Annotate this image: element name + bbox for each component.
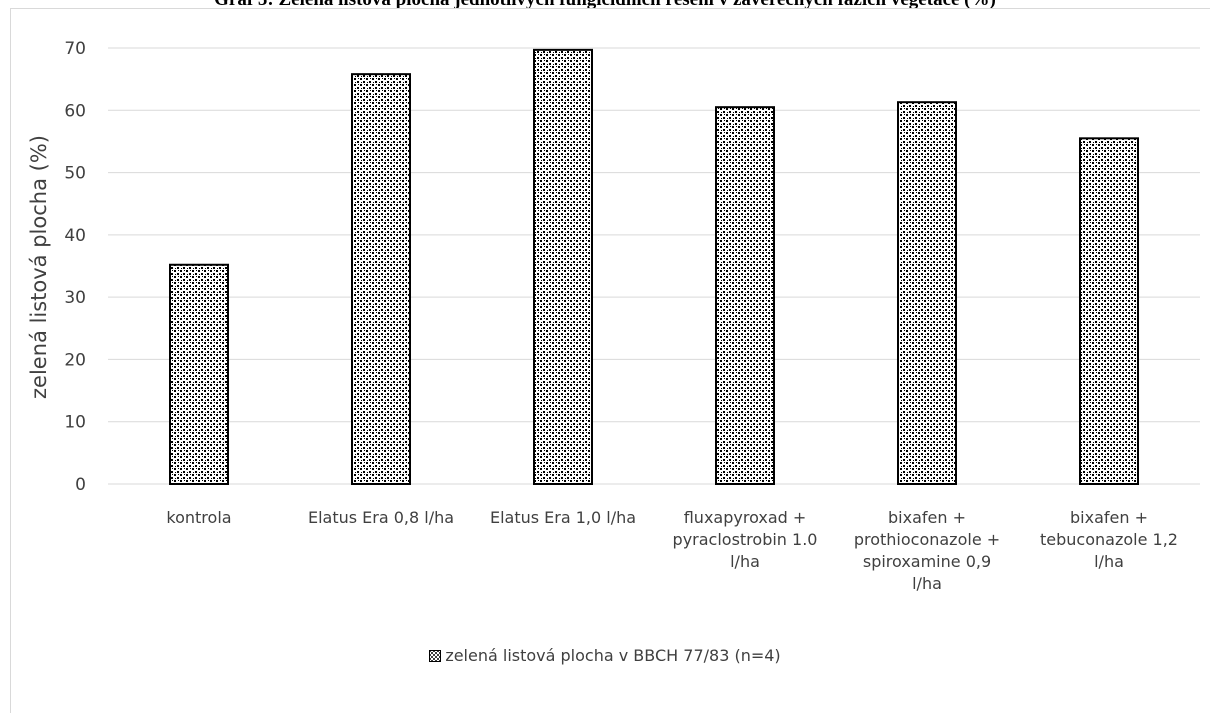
y-tick-label: 0 bbox=[75, 475, 86, 495]
gridlines bbox=[108, 47, 1200, 485]
bar bbox=[1079, 137, 1139, 485]
category-label: Elatus Era 0,8 l/ha bbox=[308, 508, 454, 527]
category-label: bixafen + tebuconazole 1,2 l/ha bbox=[1040, 508, 1178, 571]
category-label: Elatus Era 1,0 l/ha bbox=[490, 508, 636, 527]
bar bbox=[897, 101, 957, 485]
category-label: fluxapyroxad + pyraclostrobin 1.0 l/ha bbox=[673, 508, 818, 571]
y-tick-label: 20 bbox=[64, 350, 86, 370]
y-tick-label: 70 bbox=[64, 39, 86, 59]
bar bbox=[715, 106, 775, 486]
bars bbox=[169, 48, 1139, 486]
y-tick-label: 10 bbox=[64, 413, 86, 433]
y-axis-label: zelená listová plocha (%) bbox=[27, 135, 51, 399]
category-label: bixafen + prothioconazole + spiroxamine 0,… bbox=[854, 508, 1000, 593]
chart-frame bbox=[10, 8, 1210, 713]
legend-label: zelená listová plocha v BBCH 77/83 (n=4) bbox=[445, 646, 781, 665]
bar bbox=[533, 48, 593, 486]
y-axis-ticks: 0 10 20 30 40 50 60 70 bbox=[64, 39, 86, 495]
bar bbox=[169, 263, 229, 485]
legend-swatch bbox=[429, 650, 442, 662]
category-label: kontrola bbox=[166, 508, 231, 527]
chart-title: Graf 5: Zelená listová plocha jednotlivý… bbox=[0, 0, 1210, 11]
y-tick-label: 50 bbox=[64, 164, 86, 184]
y-tick-label: 40 bbox=[64, 226, 86, 246]
y-tick-label: 30 bbox=[64, 288, 86, 308]
bar bbox=[351, 73, 411, 485]
legend: zelená listová plocha v BBCH 77/83 (n=4) bbox=[0, 646, 1210, 665]
y-tick-label: 60 bbox=[64, 101, 86, 121]
category-labels: kontrola Elatus Era 0,8 l/ha Elatus Era 1,… bbox=[166, 508, 1178, 593]
